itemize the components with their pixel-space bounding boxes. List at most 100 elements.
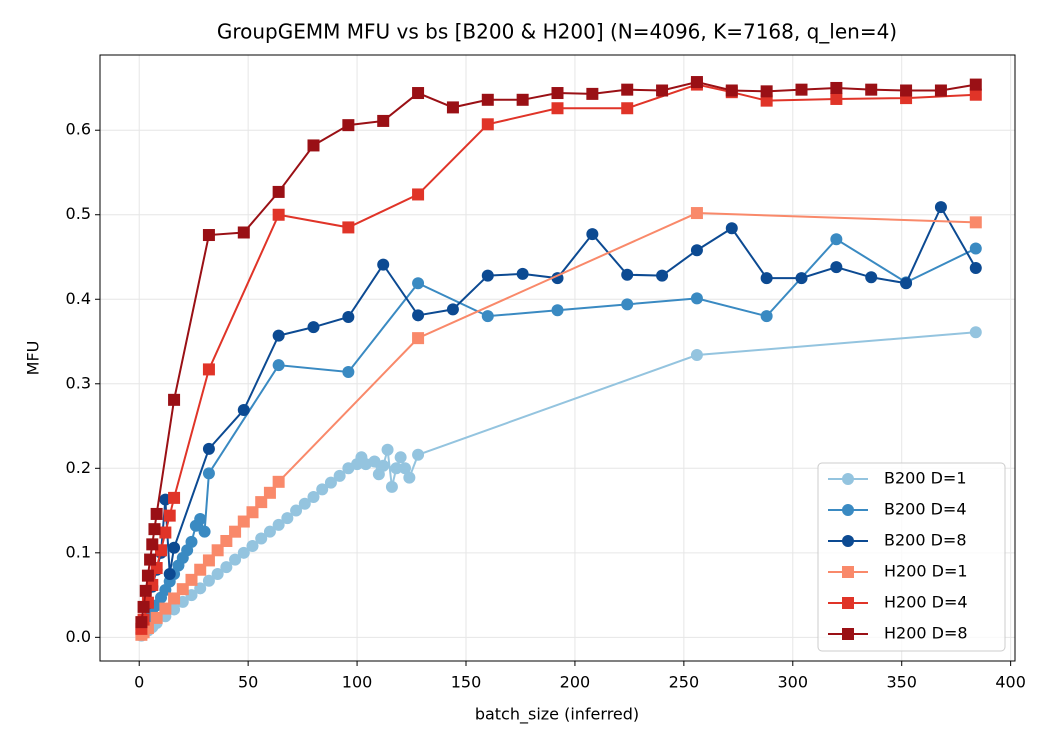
marker [900, 84, 913, 97]
marker [795, 272, 808, 285]
marker [263, 525, 276, 538]
marker [830, 81, 843, 94]
marker [969, 326, 982, 339]
marker [146, 538, 159, 551]
marker [516, 93, 529, 106]
marker [621, 83, 634, 96]
marker [237, 515, 250, 528]
marker [150, 507, 163, 520]
marker [272, 185, 285, 198]
marker [377, 258, 390, 271]
marker [969, 78, 982, 91]
marker [202, 574, 215, 587]
marker [255, 496, 268, 509]
marker [220, 534, 233, 547]
legend-label: H200 D=8 [884, 624, 968, 643]
marker [516, 267, 529, 280]
marker [969, 242, 982, 255]
marker [690, 349, 703, 362]
marker [194, 563, 207, 576]
x-tick-label: 250 [669, 673, 700, 692]
x-tick-label: 0 [134, 673, 144, 692]
legend: B200 D=1 B200 D=4 B200 D=8 H200 D=1 H200 D=4… [817, 462, 1006, 652]
marker [176, 583, 189, 596]
marker [934, 84, 947, 97]
marker [481, 269, 494, 282]
marker [298, 497, 311, 510]
marker [185, 535, 198, 548]
marker [168, 541, 181, 554]
marker [220, 561, 233, 574]
marker [481, 310, 494, 323]
marker [842, 535, 854, 547]
marker [237, 546, 250, 559]
marker [342, 119, 355, 132]
marker [135, 616, 148, 629]
marker [760, 310, 773, 323]
marker [969, 88, 982, 101]
marker [202, 554, 215, 567]
marker [390, 462, 403, 475]
marker [842, 504, 854, 516]
x-axis-label: batch_size (inferred) [475, 705, 639, 725]
marker [551, 304, 564, 317]
marker [198, 525, 211, 538]
legend-label: B200 D=8 [884, 531, 967, 550]
marker [690, 207, 703, 220]
marker [316, 483, 329, 496]
marker [481, 93, 494, 106]
marker [272, 329, 285, 342]
marker [290, 504, 303, 517]
marker [324, 476, 337, 489]
marker [842, 597, 854, 609]
marker [760, 94, 773, 107]
marker [865, 83, 878, 96]
marker [229, 525, 242, 538]
y-tick-label: 0.0 [66, 627, 91, 646]
marker [159, 526, 172, 539]
marker [163, 567, 176, 580]
marker [446, 101, 459, 114]
y-axis-label: MFU [24, 341, 43, 376]
marker [377, 459, 390, 472]
marker [385, 480, 398, 493]
marker [255, 532, 268, 545]
marker [168, 491, 181, 504]
marker [690, 244, 703, 257]
marker [202, 229, 215, 242]
marker [586, 87, 599, 100]
x-tick-label: 200 [560, 673, 591, 692]
marker [263, 486, 276, 499]
marker [412, 277, 425, 290]
x-tick-label: 300 [778, 673, 809, 692]
marker [412, 188, 425, 201]
marker [934, 201, 947, 214]
marker [202, 442, 215, 455]
marker [246, 540, 259, 553]
marker [621, 298, 634, 311]
marker [656, 269, 669, 282]
marker [272, 475, 285, 488]
marker [229, 553, 242, 566]
marker [842, 473, 854, 485]
marker [656, 84, 669, 97]
y-tick-label: 0.5 [66, 204, 91, 223]
marker [412, 309, 425, 322]
x-tick-label: 100 [342, 673, 373, 692]
marker [202, 467, 215, 480]
marker [830, 92, 843, 105]
marker [690, 76, 703, 89]
marker [342, 365, 355, 378]
marker [237, 403, 250, 416]
marker [969, 261, 982, 274]
y-tick-label: 0.6 [66, 120, 91, 139]
marker [168, 393, 181, 406]
y-tick-label: 0.3 [66, 373, 91, 392]
marker [865, 271, 878, 284]
marker [842, 628, 854, 640]
marker [381, 443, 394, 456]
legend-label: B200 D=1 [884, 469, 967, 488]
marker [690, 292, 703, 305]
chart-title: GroupGEMM MFU vs bs [B200 & H200] (N=409… [217, 20, 897, 44]
marker [307, 491, 320, 504]
